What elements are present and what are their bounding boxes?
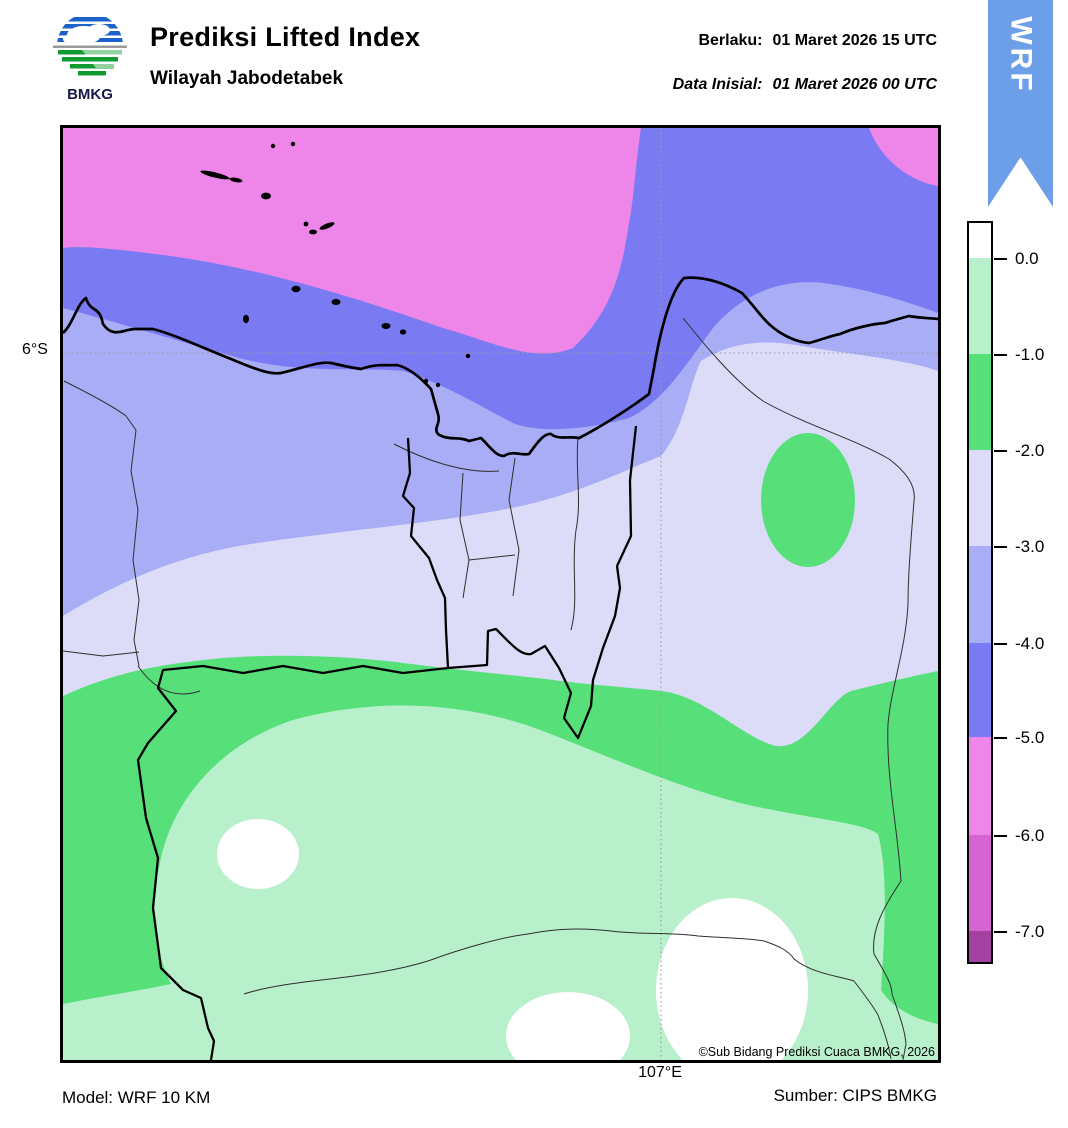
map-copyright: ©Sub Bidang Prediksi Cuaca BMKG, 2026 — [698, 1045, 935, 1059]
jabodetabek-boundary-thick — [136, 425, 638, 1060]
colorbar-segment — [969, 258, 991, 354]
bmkg-logo — [52, 10, 128, 110]
colorbar-tick-label: -2.0 — [1015, 441, 1045, 460]
colorbar-tick-label: -5.0 — [1015, 728, 1045, 747]
islands — [200, 141, 471, 388]
map-canvas — [63, 128, 938, 1060]
colorbar-tick-label: -7.0 — [1015, 922, 1045, 941]
initial-data-value: 01 Maret 2026 00 UTC — [772, 76, 937, 93]
coastline-path — [63, 276, 938, 458]
colorbar-tick — [994, 834, 1007, 837]
contour-pink-band — [63, 128, 641, 354]
contour-white-cell-west — [217, 819, 299, 889]
contour-green-egg — [761, 433, 855, 567]
page-title: Prediksi Lifted Index — [150, 22, 421, 52]
y-axis-label: 6°S — [22, 341, 48, 358]
wrf-ribbon-badge: WRF — [988, 0, 1053, 207]
colorbar-segment — [969, 546, 991, 643]
colorbar-tick — [994, 257, 1007, 260]
bmkg-logo-icon — [53, 13, 127, 79]
colorbar — [967, 221, 993, 964]
colorbar-tick-label: -6.0 — [1015, 826, 1045, 845]
source-label: Sumber: CIPS BMKG — [773, 1086, 937, 1105]
map-frame: ©Sub Bidang Prediksi Cuaca BMKG, 2026 — [60, 125, 941, 1063]
colorbar-segment — [969, 643, 991, 737]
contour-white-cell-south — [656, 898, 808, 1060]
contour-pink-corner — [869, 128, 938, 186]
colorbar-segment — [969, 223, 991, 258]
admin-boundaries-thin — [63, 317, 915, 1060]
valid-time-value: 01 Maret 2026 15 UTC — [772, 32, 937, 49]
page-subtitle: Wilayah Jabodetabek — [150, 68, 344, 89]
colorbar-tick-label: -3.0 — [1015, 537, 1045, 556]
valid-time-line: Berlaku: 01 Maret 2026 15 UTC — [698, 32, 937, 50]
colorbar-tick — [994, 736, 1007, 739]
wrf-ribbon-label: WRF — [1004, 16, 1038, 94]
contour-white-cell-south2 — [506, 992, 630, 1060]
colorbar-tick — [994, 545, 1007, 548]
colorbar-tick-label: -1.0 — [1015, 345, 1045, 364]
colorbar-tick-label: 0.0 — [1015, 249, 1039, 268]
colorbar-tick — [994, 449, 1007, 452]
model-label: Model: WRF 10 KM — [62, 1088, 211, 1107]
colorbar-segment — [969, 931, 991, 962]
colorbar-segment — [969, 450, 991, 546]
initial-data-label: Data Inisial: — [672, 76, 763, 93]
colorbar-segment — [969, 737, 991, 835]
colorbar-segment — [969, 354, 991, 450]
x-axis-label: 107°E — [638, 1064, 682, 1081]
colorbar-tick — [994, 642, 1007, 645]
colorbar-tick-label: -4.0 — [1015, 634, 1045, 653]
colorbar-segment — [969, 835, 991, 931]
colorbar-tick — [994, 930, 1007, 933]
graticule — [63, 128, 938, 1060]
initial-data-line: Data Inisial: 01 Maret 2026 00 UTC — [673, 76, 937, 94]
bmkg-logo-label: BMKG — [67, 86, 113, 103]
colorbar-tick — [994, 353, 1007, 356]
valid-time-label: Berlaku: — [698, 32, 763, 49]
